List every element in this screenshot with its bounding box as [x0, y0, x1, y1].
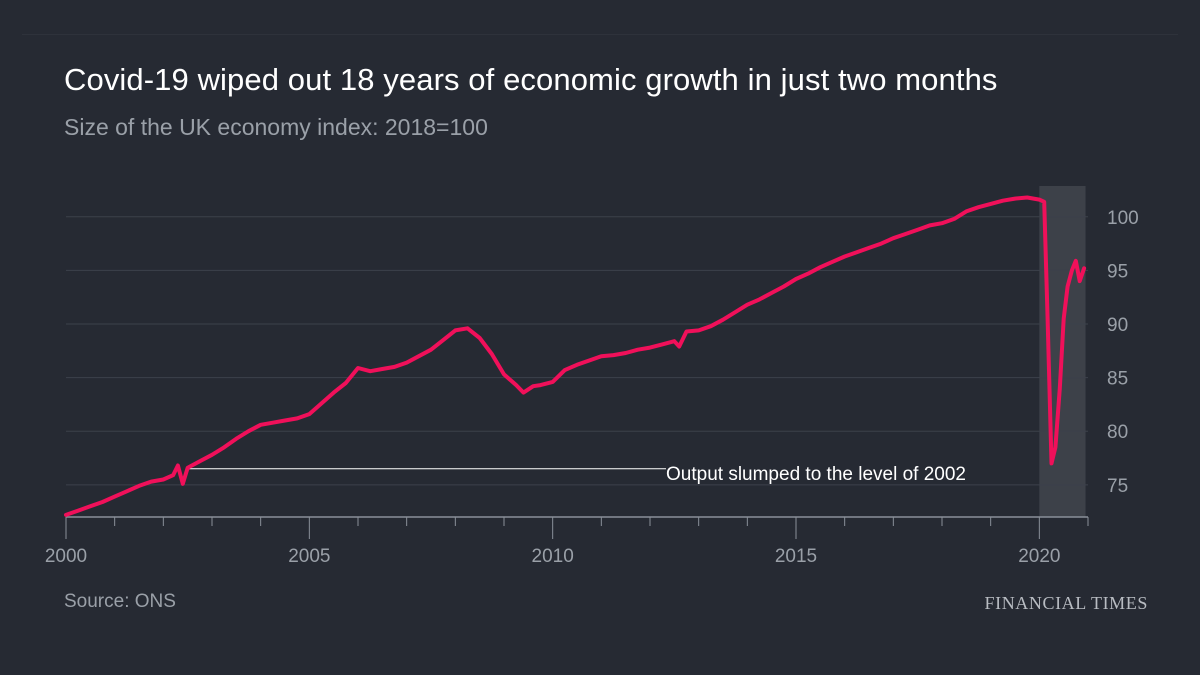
- annotation: Output slumped to the level of 2002: [187, 464, 966, 485]
- source-note: Source: ONS: [64, 591, 176, 612]
- chart-title: Covid-19 wiped out 18 years of economic …: [64, 62, 998, 97]
- x-tick-label-2020: 2020: [1018, 546, 1060, 567]
- y-tick-label-95: 95: [1107, 261, 1128, 282]
- x-axis: 2000 2005 2010 2015 2020: [45, 516, 1089, 567]
- x-tick-label-2015: 2015: [775, 546, 817, 567]
- y-tick-label-75: 75: [1107, 476, 1128, 497]
- annotation-label: Output slumped to the level of 2002: [666, 464, 966, 485]
- chart-panel: [22, 34, 1178, 623]
- y-tick-label-100: 100: [1107, 208, 1139, 229]
- x-tick-label-2010: 2010: [532, 546, 574, 567]
- series-line-gdp-index: [64, 195, 1087, 517]
- x-tick-label-2005: 2005: [288, 546, 330, 567]
- brand-logo: FINANCIAL TIMES: [984, 593, 1148, 613]
- gridlines: [66, 216, 1088, 486]
- y-tick-label-90: 90: [1107, 315, 1128, 336]
- y-tick-label-80: 80: [1107, 422, 1128, 443]
- y-tick-label-85: 85: [1107, 369, 1128, 390]
- chart-subtitle: Size of the UK economy index: 2018=100: [64, 114, 488, 140]
- x-tick-label-2000: 2000: [45, 546, 87, 567]
- y-axis-labels: 75 80 85 90 95 100: [1107, 208, 1139, 497]
- series-layer: [64, 195, 1087, 517]
